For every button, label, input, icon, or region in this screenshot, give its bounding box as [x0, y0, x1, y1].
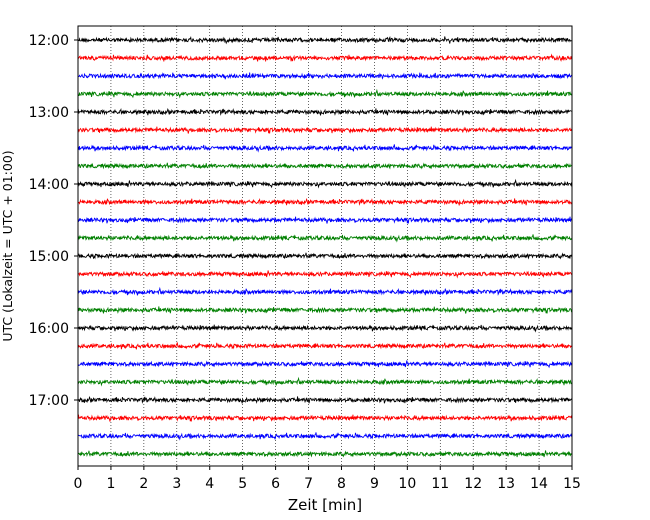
x-tick-label: 9 — [370, 476, 379, 492]
x-tick-label: 13 — [497, 476, 515, 492]
trace-line — [77, 252, 573, 260]
trace-line — [77, 126, 573, 134]
trace-line — [77, 53, 573, 62]
trace-line — [77, 198, 573, 206]
trace-line — [77, 342, 573, 350]
y-tick-label: 13:00 — [29, 105, 69, 121]
vertical-gridlines — [110, 26, 540, 466]
trace-line — [77, 178, 573, 189]
x-tick-label: 12 — [464, 476, 482, 492]
trace-line — [77, 108, 573, 116]
y-axis-ticks: 12:00 13:00 14:00 15:00 16:00 17:00 — [29, 33, 78, 409]
trace-line — [77, 36, 573, 45]
x-axis-label: Zeit [min] — [288, 496, 362, 514]
trace-line — [77, 450, 573, 458]
x-tick-label: 10 — [398, 476, 416, 492]
trace-line — [77, 234, 573, 243]
trace-line — [77, 144, 573, 153]
trace-line — [77, 396, 573, 404]
trace-line — [77, 376, 573, 387]
plot-frame — [77, 25, 573, 467]
x-tick-label: 6 — [271, 476, 280, 492]
y-tick-label: 17:00 — [29, 393, 69, 409]
trace-line — [77, 162, 573, 170]
y-tick-label: 16:00 — [29, 321, 69, 337]
x-tick-label: 14 — [530, 476, 548, 492]
trace-line — [77, 88, 573, 99]
x-tick-label: 4 — [205, 476, 214, 492]
trace-line — [77, 286, 573, 296]
trace-line — [77, 72, 573, 80]
x-tick-label: 1 — [106, 476, 115, 492]
trace-line — [77, 270, 573, 279]
y-axis-label: UTC (Lokalzeit = UTC + 01:00) — [0, 150, 15, 341]
x-tick-label: 11 — [431, 476, 449, 492]
x-tick-label: 15 — [563, 476, 581, 492]
x-tick-label: 3 — [172, 476, 181, 492]
x-tick-label: 0 — [74, 476, 83, 492]
trace-line — [77, 414, 573, 422]
x-axis-ticks: 0 1 2 3 4 5 6 7 8 9 10 11 12 13 14 15 — [74, 466, 581, 492]
trace-line — [77, 306, 573, 314]
trace-line — [77, 432, 573, 441]
seismic-traces — [77, 36, 573, 458]
trace-line — [77, 216, 573, 224]
y-tick-label: 15:00 — [29, 249, 69, 265]
x-tick-label: 2 — [139, 476, 148, 492]
x-tick-label: 8 — [337, 476, 346, 492]
y-tick-label: 12:00 — [29, 33, 69, 49]
x-tick-label: 5 — [238, 476, 247, 492]
x-tick-label: 7 — [304, 476, 313, 492]
trace-line — [77, 360, 573, 369]
y-tick-label: 14:00 — [29, 177, 69, 193]
trace-line — [77, 324, 573, 333]
